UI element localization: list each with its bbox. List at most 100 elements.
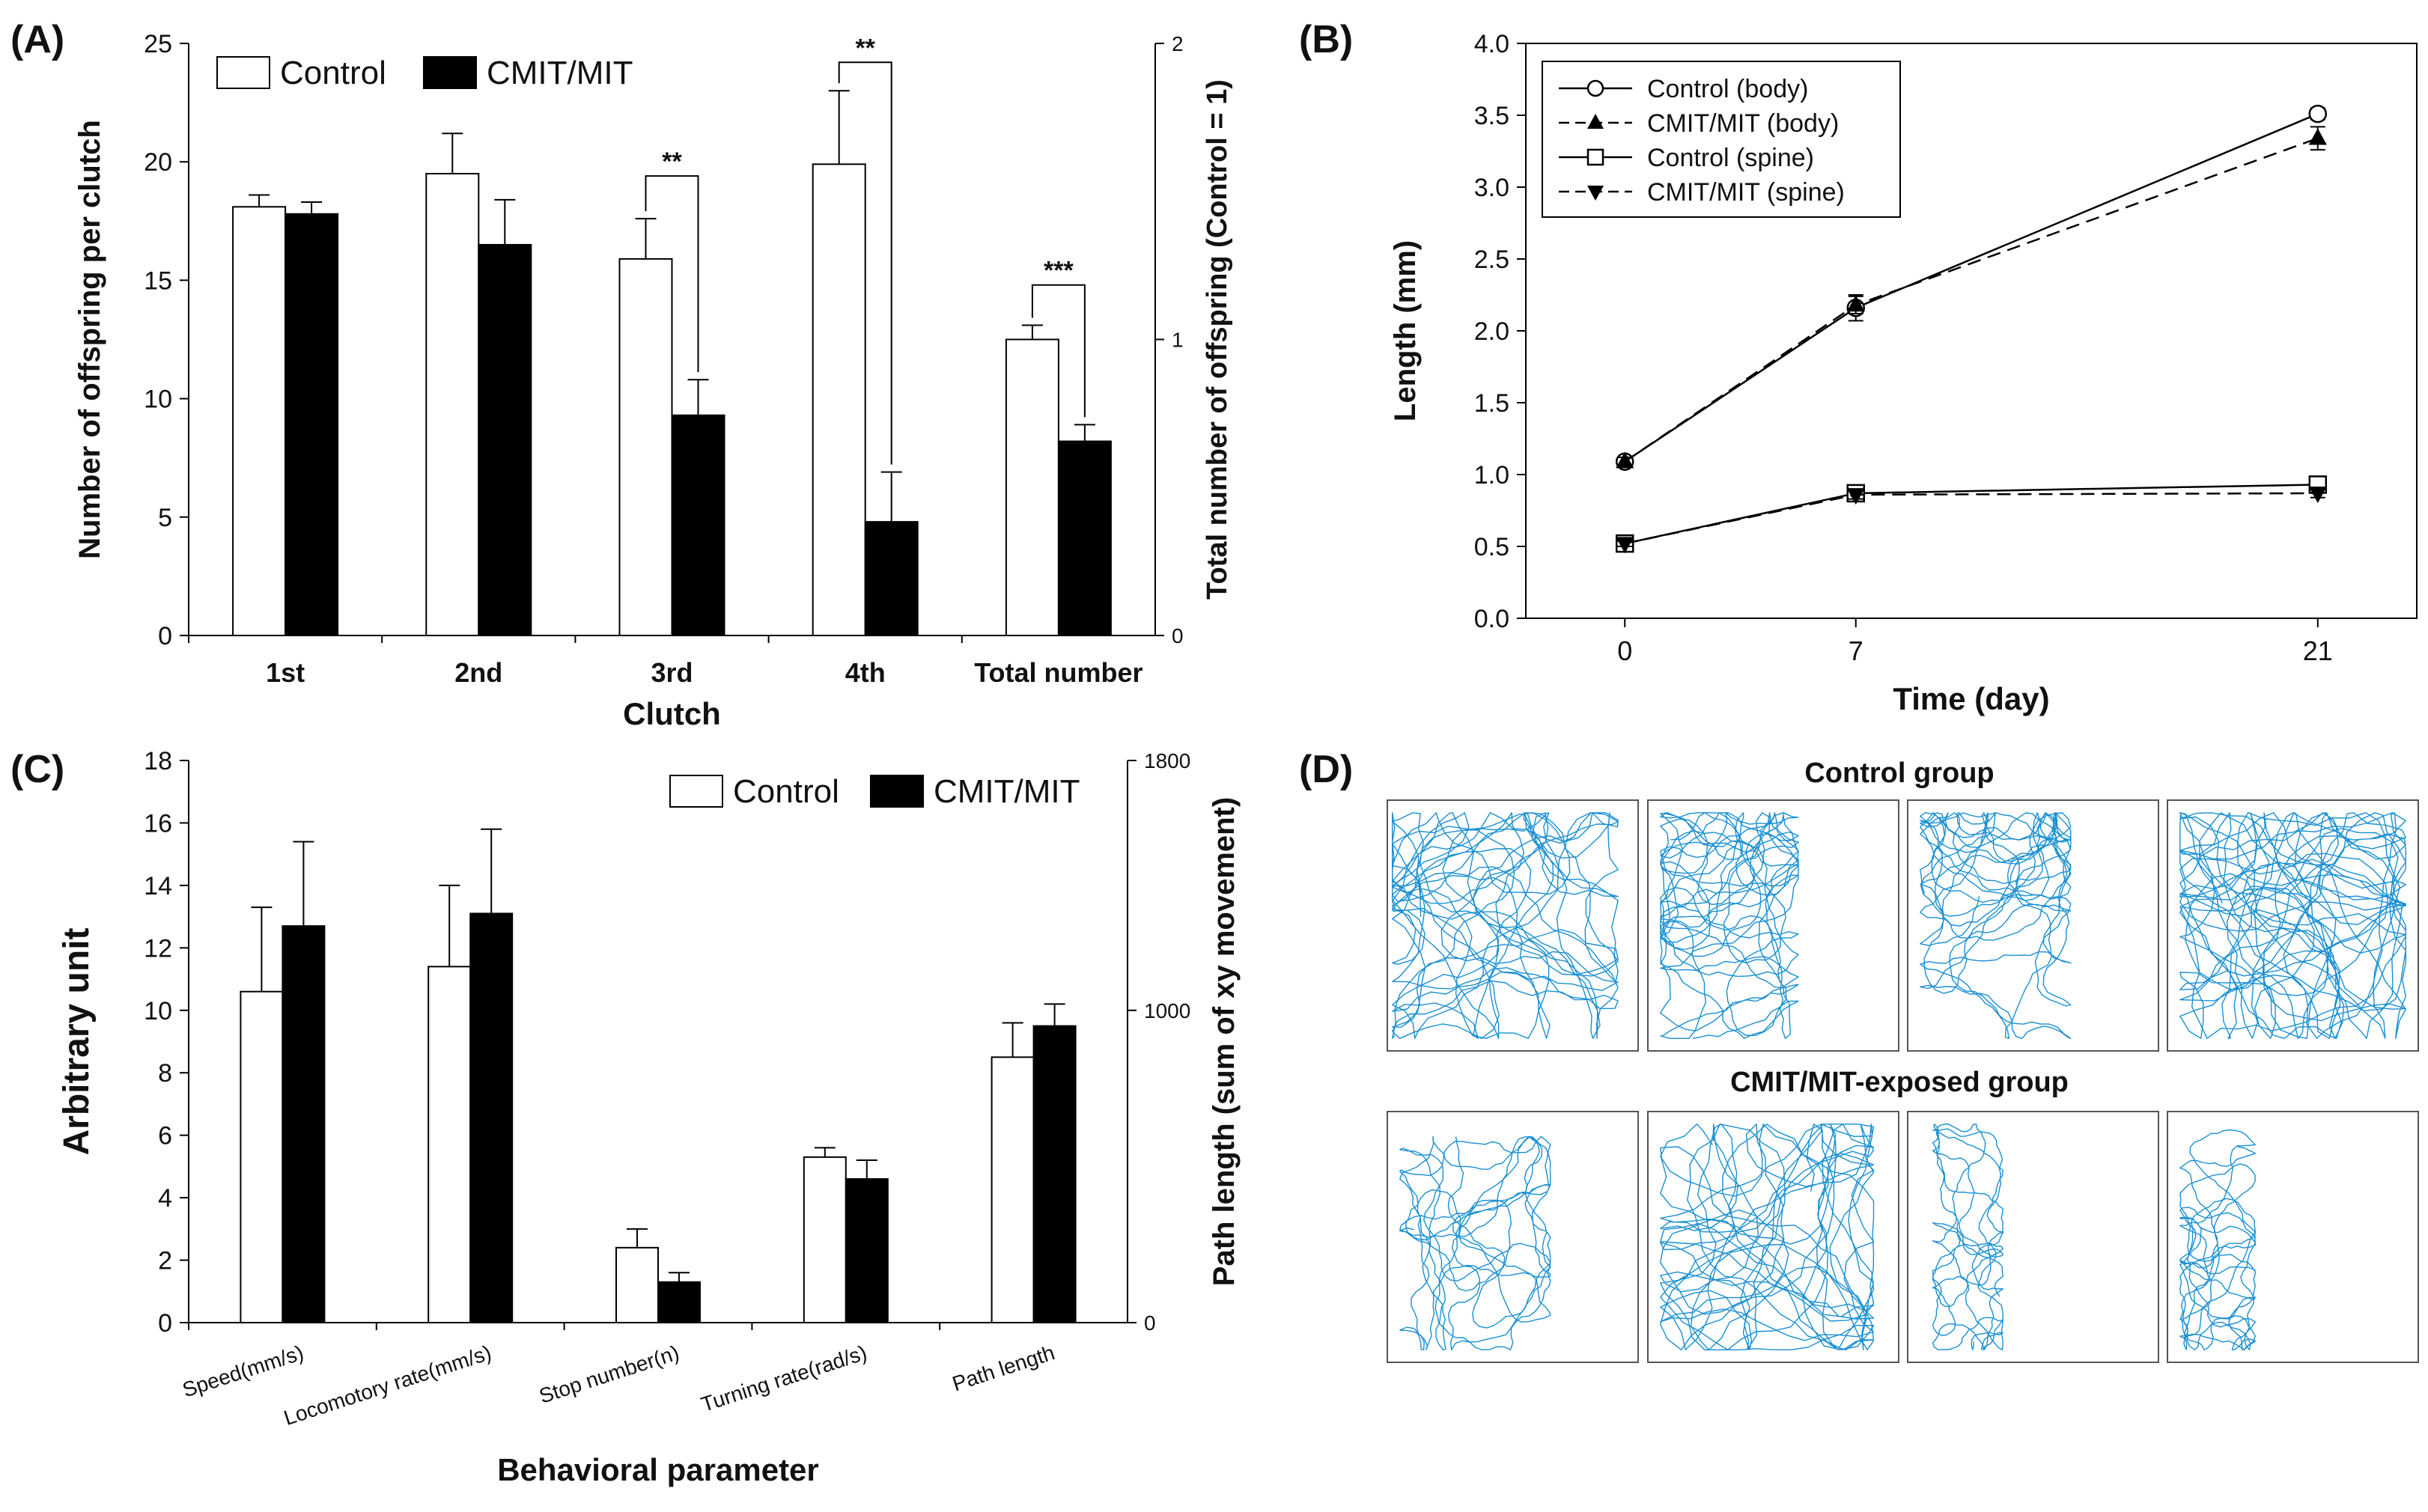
data-point	[1616, 451, 1634, 469]
data-point	[2308, 128, 2327, 145]
data-point	[2308, 487, 2327, 504]
category-label: 3rd	[651, 657, 693, 688]
significance-label: ***	[1044, 257, 1074, 285]
bar	[478, 243, 532, 636]
bar	[282, 925, 326, 1323]
significance-bracket	[838, 61, 892, 465]
y-right-tick-label: 0	[1172, 624, 1184, 647]
bar	[1057, 440, 1112, 636]
movement-track	[1920, 812, 2072, 1040]
y-tick-label: 12	[144, 934, 172, 963]
bar	[428, 966, 472, 1324]
significance-bracket	[1031, 284, 1086, 418]
category-label: Stop number(n)	[536, 1341, 682, 1408]
y-right-tick-label: 2	[1172, 32, 1184, 55]
y-tick-label: 5	[158, 504, 172, 532]
category-label: Speed(mm/s)	[180, 1341, 306, 1401]
x-tick-label: 7	[1849, 635, 1863, 666]
y-right-tick-label: 1	[1172, 329, 1184, 352]
movement-track	[1660, 1124, 1875, 1351]
y-tick-label: 3.5	[1474, 102, 1509, 130]
movement-track	[1399, 1135, 1551, 1351]
bar	[469, 912, 514, 1323]
legend-swatch	[669, 775, 723, 808]
category-label: Total number	[974, 657, 1143, 688]
y-tick-label: 15	[144, 266, 172, 295]
track-box	[1907, 799, 2159, 1052]
legend-label: CMIT/MIT (spine)	[1647, 178, 1845, 207]
y-tick-label: 10	[144, 997, 172, 1025]
chart-b-length: 0.0 0.5 1.0 1.5 2.0 2.5 3.0 3.5 4.0 0 7 21 Length (m…	[1389, 30, 2418, 716]
track-box	[2167, 1111, 2419, 1363]
significance-bracket	[645, 175, 699, 373]
x-axis-title: Time (day)	[1893, 681, 2049, 716]
movement-track	[1660, 812, 1799, 1040]
legend-label: CMIT/MIT	[934, 773, 1080, 810]
data-point	[1587, 186, 1604, 201]
movement-track	[1932, 1124, 2004, 1351]
bar	[615, 1246, 659, 1324]
movement-track	[2179, 812, 2407, 1040]
chart-c-behavior: 0 2 4 6 8 10 12 14 16 18 0 1000 1800 Speed(mm/s)Locom…	[57, 747, 1241, 1487]
y-tick-label: 0.5	[1474, 533, 1509, 561]
group-title: CMIT/MIT-exposed group	[1730, 1067, 2069, 1098]
y-tick-label: 2.0	[1474, 317, 1509, 346]
panel-label-d: (D)	[1299, 748, 1353, 791]
x-tick-label: 21	[2303, 635, 2333, 666]
category-label: 4th	[845, 657, 886, 688]
y-tick-label: 4.0	[1474, 30, 1509, 58]
significance-label: **	[662, 147, 682, 176]
panel-label-c: (C)	[10, 748, 64, 791]
y-right-tick-label: 1000	[1144, 999, 1190, 1022]
bar	[845, 1178, 889, 1323]
track-box	[1647, 799, 1899, 1052]
legend-label: CMIT/MIT (body)	[1647, 109, 1839, 138]
y-tick-label: 18	[144, 747, 172, 775]
movement-track	[2179, 1129, 2257, 1351]
y-tick-label: 6	[158, 1122, 172, 1150]
y-tick-label: 2	[158, 1247, 172, 1275]
bar	[240, 990, 284, 1323]
y-tick-label: 2.5	[1474, 246, 1509, 274]
x-axis-title: Behavioral parameter	[497, 1452, 819, 1487]
y-axis-title: Number of offspring per clutch	[73, 120, 106, 559]
legend-label: Control	[280, 55, 386, 91]
x-tick-label: 0	[1617, 635, 1632, 666]
track-box	[1907, 1111, 2159, 1363]
y-tick-label: 1.0	[1474, 461, 1509, 490]
y-tick-label: 20	[144, 148, 172, 177]
data-point	[1587, 114, 1604, 129]
bar	[618, 257, 673, 636]
category-label: 2nd	[454, 657, 502, 688]
legend-swatch	[423, 56, 477, 89]
movement-track	[1391, 812, 1619, 1040]
category-label: Turning rate(rad/s)	[699, 1341, 870, 1416]
category-label: Locomotory rate(mm/s)	[281, 1341, 494, 1430]
data-point	[1846, 295, 1865, 312]
x-axis-title: Clutch	[623, 696, 721, 731]
legend-label: Control	[733, 773, 839, 810]
bar	[1005, 338, 1059, 636]
y-tick-label: 16	[144, 809, 172, 838]
y-axis-title: Arbitrary unit	[57, 927, 97, 1155]
legend-label: Control (spine)	[1647, 144, 1814, 172]
bar	[803, 1156, 847, 1323]
panel-label-b: (B)	[1299, 18, 1353, 61]
bar	[232, 206, 287, 637]
y-tick-label: 25	[144, 30, 172, 58]
significance-label: **	[855, 34, 875, 62]
y-tick-label: 0.0	[1474, 605, 1509, 633]
y-tick-label: 0	[158, 622, 172, 650]
data-point	[1586, 79, 1604, 97]
y-axis-title: Length (mm)	[1389, 240, 1422, 421]
y-axis-right-title: Total number of offspring (Control = 1)	[1202, 79, 1233, 600]
y-axis-right-title: Path length (sum of xy movement)	[1208, 797, 1241, 1286]
y-tick-label: 3.0	[1474, 174, 1509, 202]
legend-label: Control (body)	[1647, 75, 1808, 103]
y-tick-label: 14	[144, 872, 172, 900]
bar	[657, 1281, 701, 1323]
legend-swatch	[216, 56, 270, 89]
panel-d-tracks: Control group CMIT/MIT-exposed group	[1387, 757, 2419, 1363]
panel-label-a: (A)	[10, 18, 64, 61]
